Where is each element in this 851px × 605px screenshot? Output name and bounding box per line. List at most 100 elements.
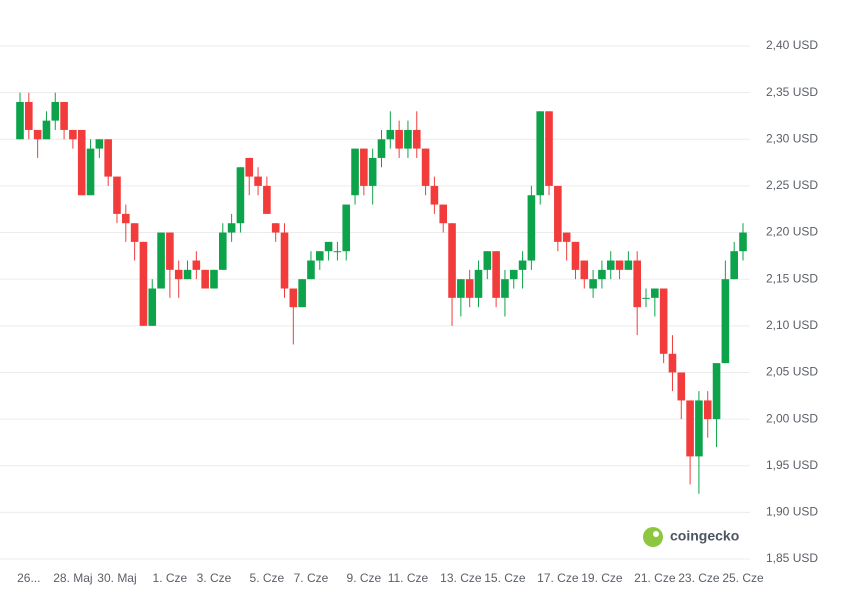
candle-body <box>483 251 492 270</box>
candle-body <box>166 232 174 270</box>
candle-body <box>298 279 306 308</box>
candle-body <box>333 251 342 253</box>
candle-body <box>25 101 33 130</box>
candle-body <box>518 260 527 270</box>
candle-body <box>739 232 747 252</box>
candle-body <box>606 260 615 270</box>
y-tick-label: 1,90 USD <box>766 505 818 519</box>
candle-body <box>571 241 580 270</box>
candle-body <box>280 232 289 289</box>
candle-body <box>624 260 633 270</box>
candle-body <box>271 223 280 233</box>
candle-body <box>113 176 121 214</box>
y-tick-label: 2,00 USD <box>766 411 818 425</box>
candle-body <box>51 101 60 121</box>
candle-body <box>351 148 359 196</box>
candle-body <box>122 213 130 224</box>
x-tick-label: 23. Cze <box>678 571 720 585</box>
candle-body <box>642 297 650 299</box>
y-tick-label: 2,10 USD <box>766 318 818 332</box>
candle-body <box>104 139 112 177</box>
y-tick-label: 2,20 USD <box>766 225 818 239</box>
x-tick-label: 17. Cze <box>537 571 579 585</box>
candle-body <box>324 241 333 252</box>
x-tick-label: 1. Cze <box>153 571 188 585</box>
x-tick-label: 25. Cze <box>722 571 764 585</box>
candle-body <box>686 400 694 457</box>
x-tick-label: 13. Cze <box>440 571 482 585</box>
candle-body <box>492 251 500 298</box>
candle-body <box>527 195 536 261</box>
candle-body <box>263 185 271 214</box>
watermark-logo <box>643 527 663 547</box>
candle-body <box>430 185 439 205</box>
watermark: coingecko <box>643 527 739 547</box>
candle-body <box>342 204 351 252</box>
candle-body <box>218 232 227 270</box>
watermark-logo-eye <box>653 531 659 537</box>
candle-body <box>86 148 95 196</box>
y-tick-label: 1,95 USD <box>766 458 818 472</box>
candle-body <box>201 269 209 289</box>
x-tick-label: 26... <box>17 571 40 585</box>
candle-body <box>130 223 139 242</box>
candle-body <box>465 279 474 298</box>
candle-body <box>651 288 659 298</box>
candle-body <box>501 279 509 298</box>
candle-body <box>77 129 86 196</box>
candle-body <box>139 241 148 326</box>
candle-body <box>448 223 456 298</box>
candle-body <box>545 111 553 186</box>
candle-body <box>395 129 403 149</box>
candle-body <box>368 157 377 186</box>
candle-body <box>236 167 245 224</box>
candle-body <box>42 120 51 140</box>
x-tick-label: 30. Maj <box>97 571 136 585</box>
x-tick-label: 9. Cze <box>347 571 382 585</box>
candle-body <box>412 129 421 149</box>
candle-body <box>69 129 77 140</box>
candle-body <box>307 260 315 280</box>
x-tick-label: 21. Cze <box>634 571 676 585</box>
candle-body <box>16 101 24 140</box>
y-tick-label: 2,15 USD <box>766 271 818 285</box>
candle-body <box>60 101 68 130</box>
candle-body <box>668 353 677 373</box>
plot: 1,85 USD 1,90 USD 1,95 USD 2,00 USD 2,05 USD… <box>0 38 818 585</box>
candle-body <box>377 139 386 158</box>
candle-body <box>730 251 738 280</box>
x-tick-label: 7. Cze <box>294 571 329 585</box>
candle-body <box>677 372 686 401</box>
candle-body <box>474 269 483 298</box>
candle-body <box>457 279 465 298</box>
candle-body <box>509 269 518 280</box>
x-tick-label: 19. Cze <box>581 571 623 585</box>
candle-body <box>421 148 430 186</box>
y-tick-label: 2,25 USD <box>766 178 818 192</box>
candle-body <box>33 129 42 140</box>
x-tick-label: 11. Cze <box>388 571 429 585</box>
candle-body <box>289 288 298 308</box>
candle-body <box>315 251 324 261</box>
candle-body <box>580 260 589 280</box>
x-tick-label: 5. Cze <box>250 571 285 585</box>
candle-body <box>386 129 395 140</box>
candle-body <box>439 204 448 224</box>
candle-body <box>245 157 254 177</box>
candle-body <box>633 260 641 308</box>
candle-body <box>703 400 712 420</box>
candle-body <box>148 288 157 326</box>
candle-body <box>95 139 104 149</box>
y-tick-label: 2,40 USD <box>766 38 818 52</box>
candle-body <box>598 269 606 280</box>
candle-body <box>254 176 262 186</box>
candle-body <box>157 232 165 289</box>
candle-body <box>615 260 624 270</box>
candle-body <box>536 111 545 196</box>
y-tick-label: 2,30 USD <box>766 131 818 145</box>
y-tick-label: 2,05 USD <box>766 365 818 379</box>
candle-body <box>210 269 218 289</box>
x-tick-label: 28. Maj <box>53 571 92 585</box>
candle-body <box>562 232 571 242</box>
